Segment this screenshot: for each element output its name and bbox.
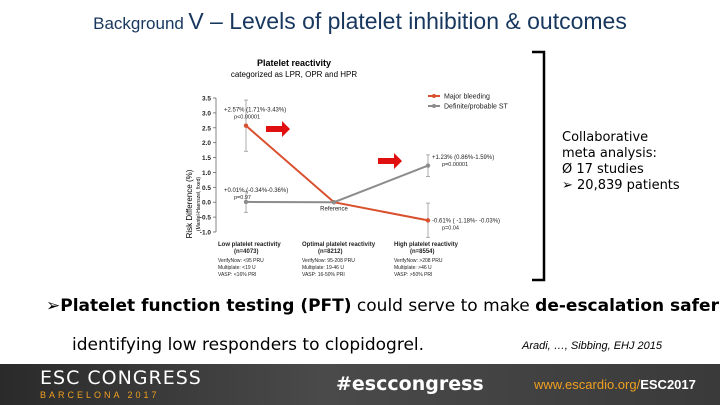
- meta-line-2: meta analysis:: [562, 146, 657, 161]
- annotation-value: +1.23% (0.86%-1.59%): [432, 155, 494, 161]
- category-n: (n=8212): [318, 249, 343, 255]
- y-tick-label: 0.0: [202, 200, 211, 207]
- bullet-bold-1: Platelet function testing (PFT): [60, 296, 352, 316]
- annotation-pvalue: p=0.00001: [442, 162, 468, 168]
- citation: Aradi, …, Sibbing, EHJ 2015: [522, 340, 663, 352]
- y-tick-label: -1.0: [200, 230, 212, 237]
- category-label: Low platelet reactivity: [218, 242, 281, 248]
- meta-line-4: ➢ 20,839 patients: [562, 178, 680, 193]
- threshold-line: Multiplate: 19-46 U: [302, 265, 344, 271]
- annotation-value: Reference: [320, 207, 348, 213]
- banner-url-prefix: www.escardio.org/: [534, 377, 641, 392]
- threshold-line: VerifyNow: >208 PRU: [394, 258, 443, 264]
- bracket-line: [532, 50, 546, 282]
- banner-hashtag: #esccongress: [336, 373, 484, 395]
- y-tick-label: -0.5: [200, 215, 212, 222]
- annotation-pvalue: p=0.04: [442, 225, 459, 231]
- annotation-pvalue: p=0.97: [234, 195, 251, 201]
- bullet-bold-2: de-escalation safer: [535, 296, 719, 316]
- legend-swatch-dot: [432, 104, 436, 108]
- slide-title: Background V – Levels of platelet inhibi…: [0, 8, 720, 35]
- title-main: V – Levels of platelet inhibition & outc…: [188, 8, 627, 34]
- threshold-line: VASP: >50% PRI: [394, 272, 432, 278]
- meta-analysis-box: Collaborative meta analysis: Ø 17 studie…: [562, 130, 680, 194]
- congress-banner: ESC CONGRESS BARCELONA 2017 #esccongress…: [0, 364, 720, 405]
- banner-congress-name: ESC CONGRESS: [40, 367, 202, 389]
- threshold-line: VASP: <16% PRI: [218, 272, 256, 278]
- banner-location: BARCELONA 2017: [40, 390, 160, 400]
- bullet-line-2: identifying low responders to clopidogre…: [72, 335, 425, 355]
- chart-title: Platelet reactivity: [257, 58, 331, 68]
- series-line-1: [245, 164, 429, 204]
- bullet-arrow-icon: ➢: [46, 296, 61, 316]
- y-tick-label: 2.0: [202, 140, 211, 147]
- threshold-line: VASP: 16-50% PRI: [302, 272, 345, 278]
- series-point-1: [243, 199, 249, 205]
- threshold-line: VerifyNow: <95 PRU: [218, 258, 264, 264]
- series-point-0: [243, 123, 249, 128]
- series-point-1: [331, 200, 337, 205]
- banner-url: www.escardio.org/ESC2017: [534, 377, 696, 392]
- annotation-pvalue: p<0.00001: [234, 114, 260, 120]
- chart-svg: Platelet reactivity categorized as LPR, …: [185, 58, 509, 278]
- threshold-line: Multiplate: >46 U: [394, 265, 432, 271]
- y-tick-label: 1.5: [202, 155, 211, 162]
- red-arrow-left-icon: [266, 121, 290, 137]
- y-axis-label: Risk Difference (%): [185, 169, 194, 238]
- annotation-value: -0.61% ( -1.18%- -0.03%): [432, 218, 500, 224]
- y-axis-sublabel: (Mantel-Haenszel, fixed): [196, 177, 202, 232]
- meta-line-3: Ø 17 studies: [562, 162, 644, 177]
- y-tick-label: 0.5: [202, 185, 211, 192]
- series-point-1: [425, 163, 431, 168]
- legend-label: Major bleeding: [444, 94, 490, 101]
- category-n: (n=8554): [410, 249, 435, 255]
- annotation-value: +2.57% (1.71%-3.43%): [224, 107, 286, 113]
- chart-subtitle: categorized as LPR, OPR and HPR: [231, 70, 358, 79]
- threshold-line: VerifyNow: 95-208 PRU: [302, 258, 355, 264]
- y-tick-label: 2.5: [202, 125, 211, 132]
- platelet-chart: Platelet reactivity categorized as LPR, …: [182, 54, 522, 286]
- y-tick-label: 3.5: [202, 96, 211, 103]
- meta-line-1: Collaborative: [562, 130, 649, 145]
- series-point-0: [425, 218, 431, 223]
- title-prefix: Background: [93, 14, 184, 33]
- y-tick-label: 1.0: [202, 170, 211, 177]
- category-label: Optimal platelet reactivity: [302, 242, 376, 248]
- annotation-value: +0.01% (-0.34%-0.36%): [224, 188, 288, 194]
- red-arrow-right-icon: [378, 153, 402, 169]
- bullet-text-1: could serve to make: [351, 296, 536, 316]
- bullet-line-1: ➢Platelet function testing (PFT) could s…: [46, 296, 720, 316]
- legend-swatch-dot: [432, 94, 436, 98]
- banner-url-bold: ESC2017: [640, 377, 696, 392]
- y-tick-label: 3.0: [202, 110, 211, 117]
- legend-label: Definite/probable ST: [444, 104, 509, 111]
- category-label: High platelet reactivity: [394, 242, 459, 248]
- threshold-line: Multiplate: <19 U: [218, 265, 256, 271]
- category-n: (n=4073): [234, 249, 259, 255]
